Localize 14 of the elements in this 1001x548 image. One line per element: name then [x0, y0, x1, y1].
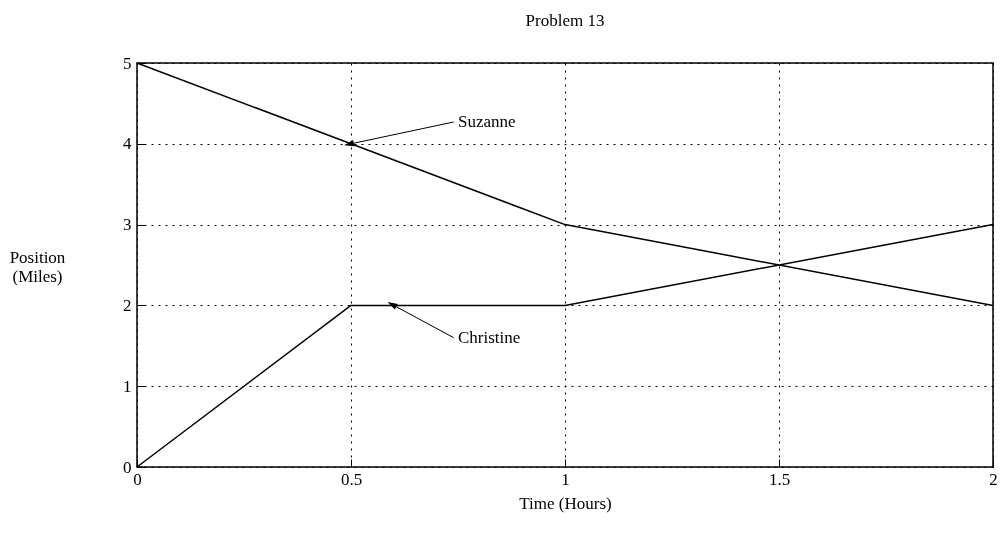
y-tick-label: 1: [123, 376, 132, 396]
x-tick-label: 1: [561, 469, 570, 489]
x-axis-title: Time (Hours): [519, 493, 612, 513]
x-tick-label: 1.5: [768, 469, 791, 489]
chart-title: Problem 13: [525, 11, 605, 30]
y-tick-label: 2: [123, 295, 132, 315]
x-tick-label: 0.5: [340, 469, 363, 489]
y-tick-label: 5: [123, 53, 132, 73]
text: Suzanne: [458, 111, 516, 131]
series-label: Christine: [458, 327, 521, 347]
y-axis-title: Position (Miles): [9, 247, 66, 286]
x-tick-label: 2: [989, 469, 998, 489]
y-tick-label: 3: [123, 215, 132, 235]
y-tick-label: 4: [123, 134, 132, 154]
